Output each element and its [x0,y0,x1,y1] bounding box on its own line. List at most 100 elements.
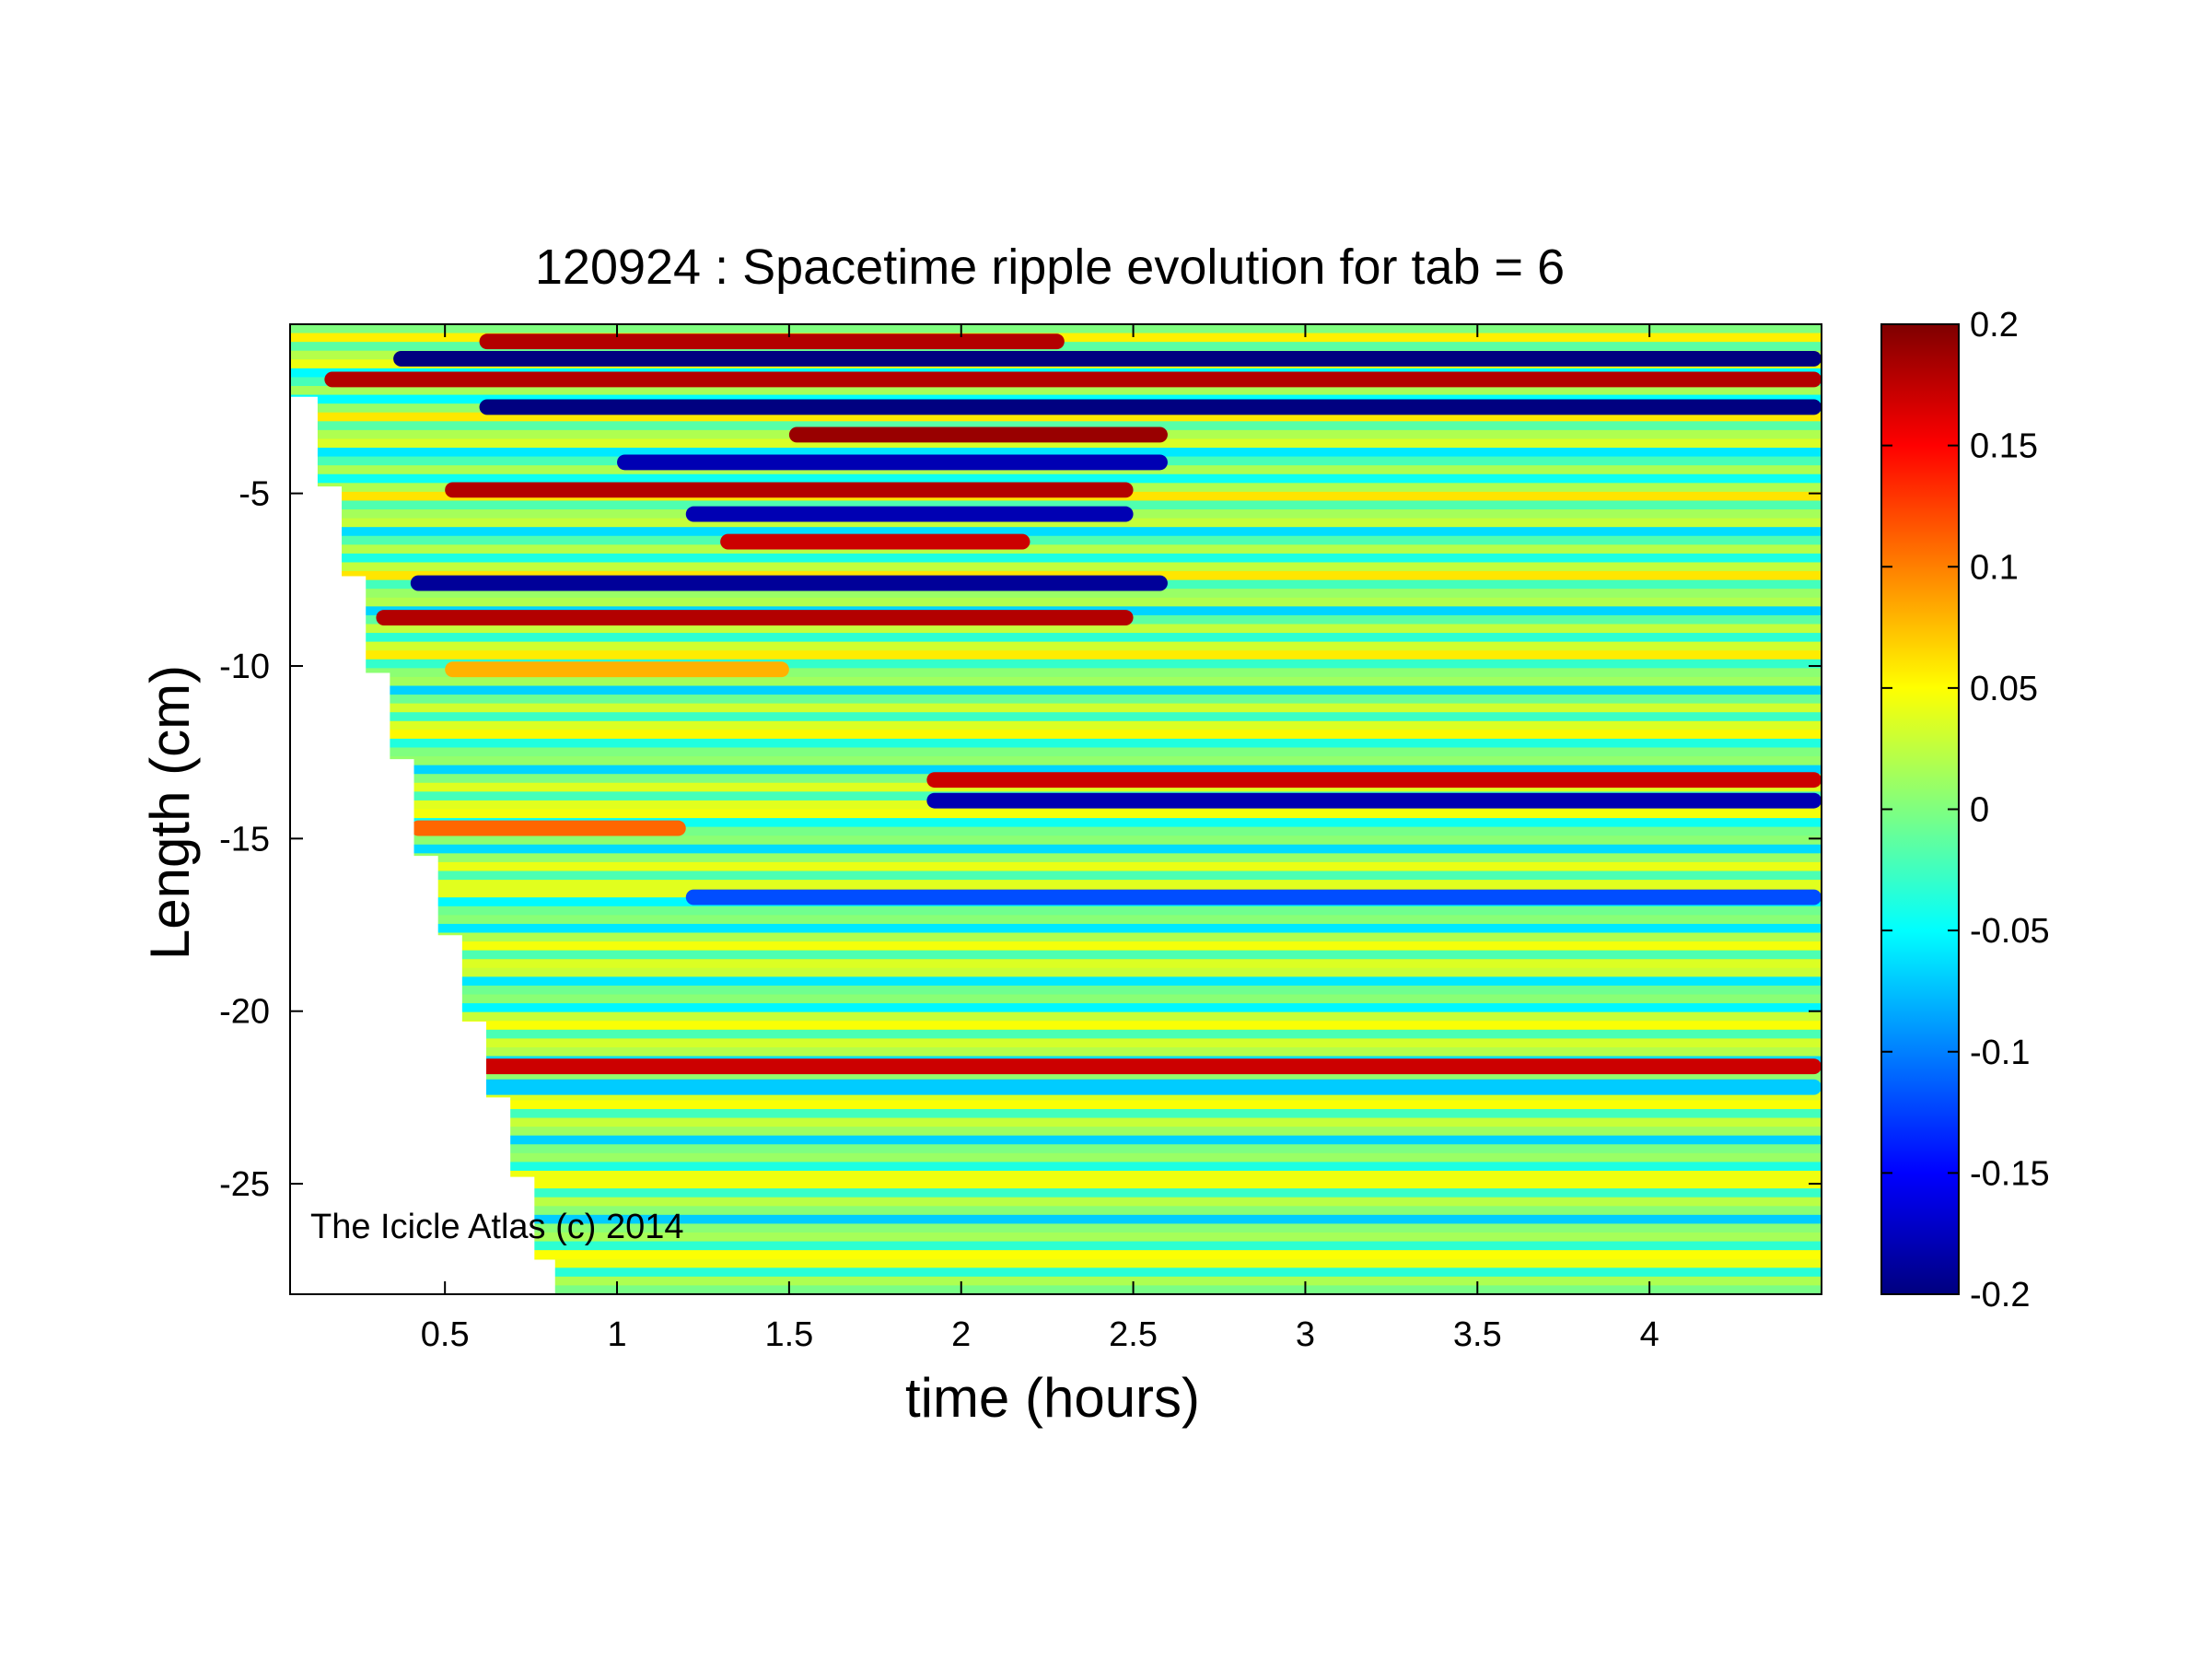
icicle-tip-mask [290,396,555,1294]
x-tick-label: 2 [951,1315,971,1354]
ripple-band [290,853,1822,863]
ripple-feature [376,610,1134,625]
ripple-band [290,421,1822,431]
ripple-band [290,1197,1822,1207]
ripple-band [290,1073,1822,1083]
ripple-band [290,562,1822,572]
ripple-band [290,967,1822,977]
x-tick-label: 4 [1640,1315,1659,1354]
ripple-band [290,518,1822,528]
y-tick-label: -25 [219,1165,270,1204]
ripple-band [290,527,1822,537]
ripple-band [290,1152,1822,1163]
ripple-band [290,1188,1822,1198]
ripple-band [290,1108,1822,1119]
ripple-band [290,535,1822,545]
ripple-band [290,1206,1822,1216]
ripple-feature [926,792,1822,809]
y-tick-label: -10 [219,648,270,686]
ripple-band [290,1232,1822,1243]
ripple-band [290,932,1822,942]
colorbar-tick-label: 0.05 [1970,670,2038,708]
ripple-band [290,1021,1822,1031]
ripple-feature [445,661,789,678]
ripple-band [290,1214,1822,1225]
ripple-band [290,747,1822,757]
ripple-band [290,730,1822,740]
ripple-band [290,985,1822,996]
ripple-band [290,941,1822,952]
ripple-feature [617,454,1168,471]
ripple-band [290,738,1822,749]
ripple-band [290,597,1822,607]
ripple-band [290,844,1822,854]
ripple-band [290,923,1822,934]
ripple-band [290,1170,1822,1181]
ripple-band [290,324,1822,334]
ripple-band [290,544,1822,555]
ripple-feature [685,506,1134,522]
ripple-band [290,1258,1822,1268]
ripple-band [290,448,1822,458]
ripple-band [290,1241,1822,1251]
x-tick-label: 0.5 [421,1315,470,1354]
ripple-band [290,950,1822,960]
ripple-band [290,1029,1822,1039]
ripple-band [290,1285,1822,1294]
ripple-band [290,1268,1822,1278]
ripple-band [290,1276,1822,1287]
ripple-band [290,695,1822,705]
ripple-feature [685,889,1822,905]
ripple-band [290,959,1822,969]
colorbar: 0.2 0.15 0.1 0.05 0 -0.05 -0.1 -0.15 -0.2 [1880,306,2050,1314]
ripple-feature [393,351,1822,367]
ripple-band [290,809,1822,819]
ripple-feature [324,371,1822,388]
ripple-band [290,720,1822,730]
x-axis-ticks: 0.5 1 1.5 2 2.5 3 3.5 4 [421,324,1659,1354]
ripple-band [290,1250,1822,1260]
ripple-band [290,1038,1822,1048]
ripple-band [290,994,1822,1004]
ripple-band [290,880,1822,890]
ripple-band [290,500,1822,510]
ripple-band [290,386,1822,396]
ripple-band [290,1127,1822,1137]
ripple-band [290,1091,1822,1101]
ripple-band [290,870,1822,881]
ripple-band [290,756,1822,766]
colorbar-tick-label: -0.05 [1970,912,2050,951]
ripple-band [290,915,1822,925]
colorbar-tick-label: 0.15 [1970,427,2038,466]
colorbar-tick-label: 0.2 [1970,306,2019,345]
ripple-band [290,765,1822,775]
ripple-band [290,1100,1822,1110]
y-axis-ticks: -5 -10 -15 -20 -25 [219,475,1822,1204]
ripple-band [290,826,1822,836]
ripple-feature [926,772,1822,789]
colorbar-gradient [1880,323,1960,1295]
ripple-band [290,905,1822,916]
ripple-band [290,1117,1822,1127]
ripple-band [290,1179,1822,1189]
ripple-band [290,1144,1822,1154]
colorbar-tick-label: -0.1 [1970,1034,2030,1072]
plot-frame [289,323,1822,1295]
y-tick-label: -5 [239,475,270,514]
colorbar-tick-label: -0.15 [1970,1154,2050,1193]
ripple-band [290,473,1822,484]
chart-title: 120924 : Spacetime ripple evolution for … [535,240,1565,295]
x-tick-label: 3 [1296,1315,1315,1354]
ripple-feature [410,575,1168,591]
ripple-feature [479,1079,1822,1095]
ripple-feature [410,820,686,836]
ripple-band [290,685,1822,695]
x-axis-label: time (hours) [905,1367,1200,1429]
ripple-band [290,659,1822,669]
ripple-band [290,624,1822,634]
ripple-band [290,641,1822,651]
ripple-feature [445,482,1134,498]
ripple-band [290,589,1822,599]
ripple-band [290,976,1822,987]
